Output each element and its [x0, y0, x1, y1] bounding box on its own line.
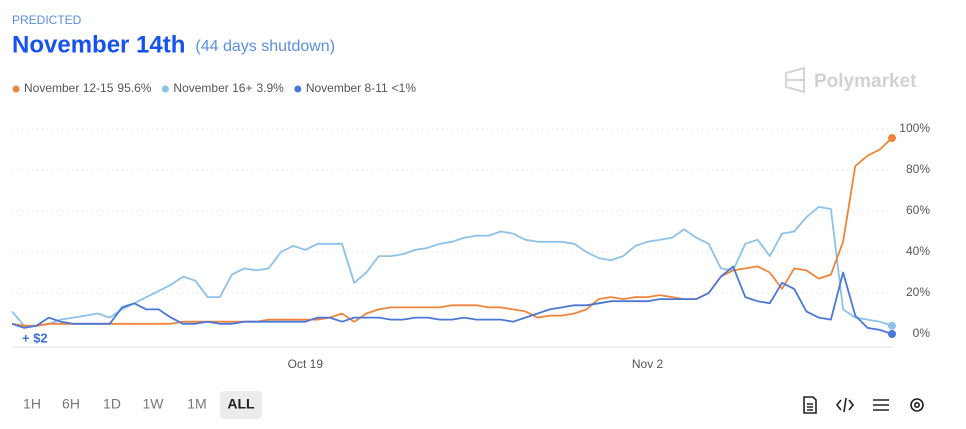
series-line: [11, 265, 893, 335]
legend-dot: [12, 85, 20, 93]
icon-doc[interactable]: [803, 396, 817, 414]
icons[interactable]: [803, 396, 924, 414]
legend-dot: [161, 85, 169, 93]
y-tick-label: 60%: [906, 203, 930, 217]
y-tick-label: 40%: [906, 244, 930, 258]
end-dot: [888, 321, 896, 330]
annotation: + $2: [22, 330, 48, 345]
series-line: [11, 137, 893, 327]
y-tick-label: 80%: [906, 162, 930, 176]
range-button[interactable]: 6H: [62, 396, 80, 412]
range-selected-bg: [220, 391, 262, 419]
legend-name: November 8-11: [306, 81, 388, 95]
kicker: PREDICTED: [12, 13, 82, 27]
y-tick-label: 100%: [899, 121, 930, 135]
legend-value: <1%: [392, 81, 417, 95]
brand-icon: [785, 66, 805, 94]
title: November 14th: [12, 31, 185, 58]
icon-settings[interactable]: [910, 398, 924, 412]
legend-value: 95.6%: [117, 81, 151, 95]
legend-name: November 12-15: [24, 81, 114, 95]
icon-settings-core: [913, 401, 920, 408]
legend-value: 3.9%: [256, 81, 284, 95]
range-button[interactable]: 1H: [23, 396, 41, 412]
icon-embed[interactable]: [835, 397, 855, 413]
y-tick-label: 0%: [913, 326, 931, 340]
range-button[interactable]: 1W: [143, 396, 165, 412]
range-button[interactable]: 1D: [103, 396, 121, 412]
x-tick-label: Nov 2: [632, 357, 664, 371]
range-button[interactable]: ALL: [227, 396, 255, 412]
legend-dot: [294, 85, 302, 93]
end-dot: [888, 134, 896, 143]
brand: Polymarket: [814, 71, 917, 92]
range-button[interactable]: 1M: [187, 396, 206, 412]
legend-name: November 16+: [173, 81, 252, 95]
x-tick-label: Oct 19: [288, 357, 324, 371]
icon-filter[interactable]: [873, 399, 889, 411]
subtitle: (44 days shutdown): [195, 38, 335, 55]
series-line: [11, 206, 893, 327]
y-tick-label: 20%: [906, 285, 930, 299]
end-dot: [888, 330, 896, 338]
